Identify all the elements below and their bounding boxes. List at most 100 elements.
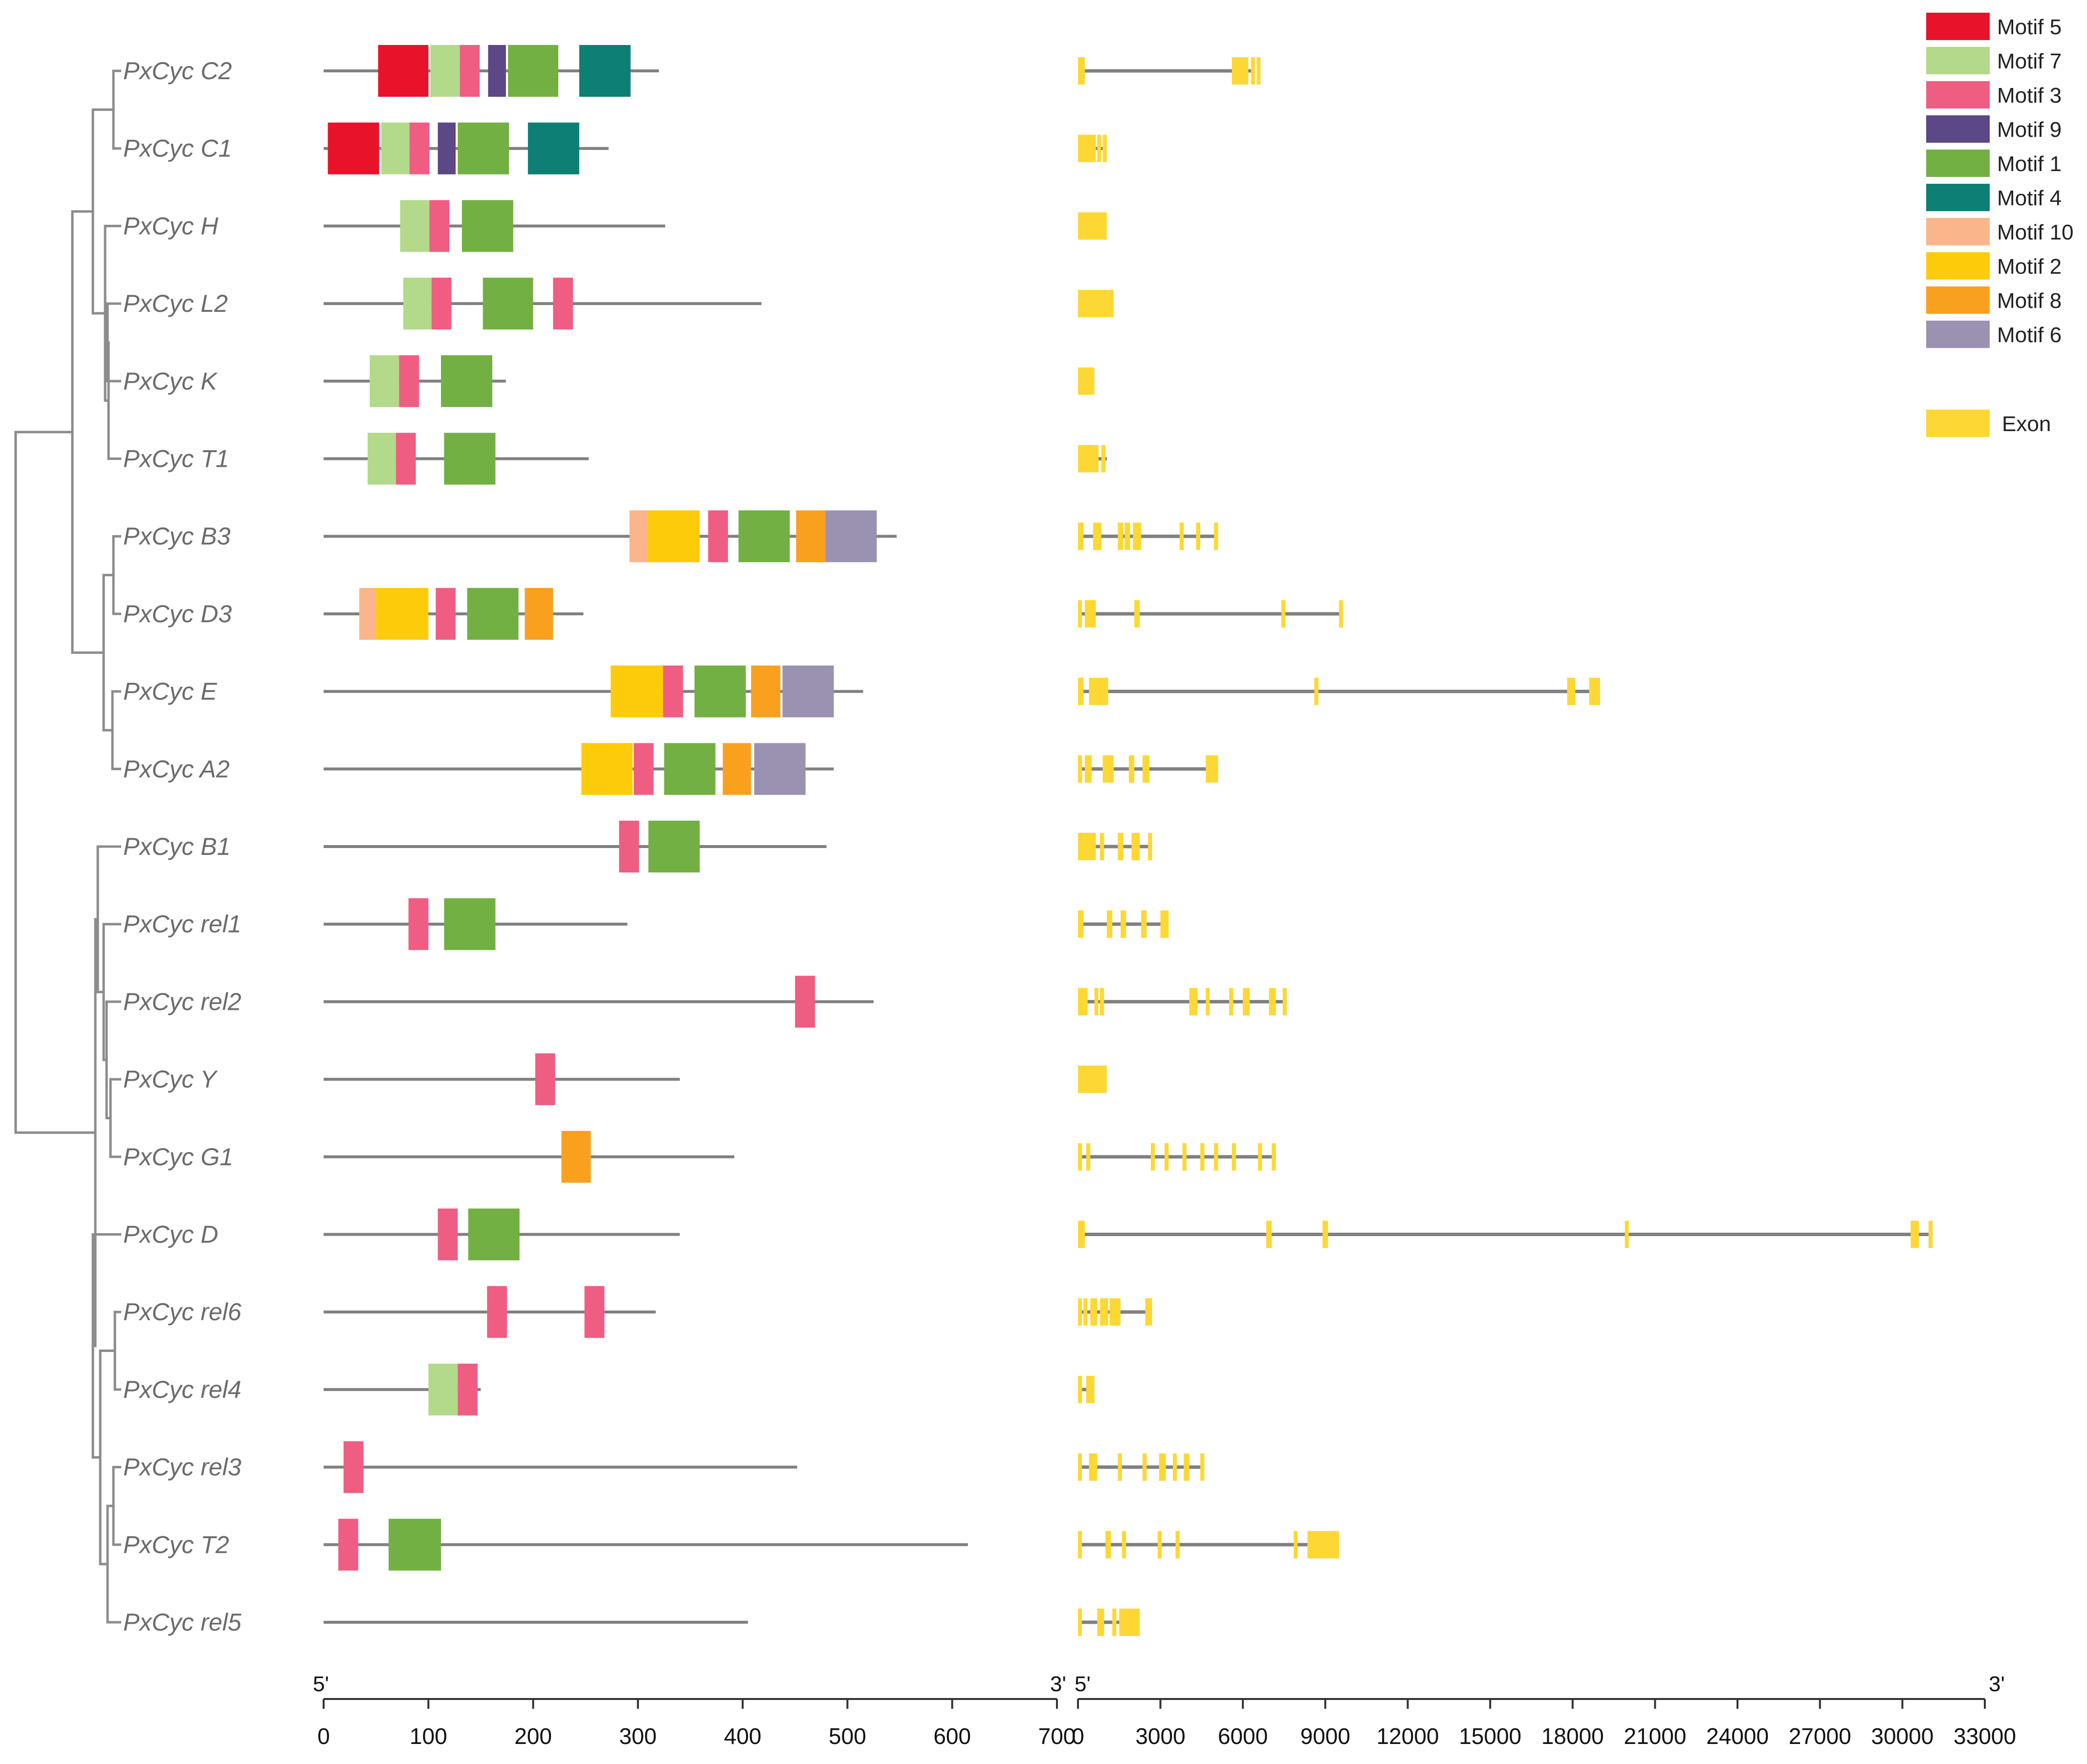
- exon-box: [1118, 833, 1123, 860]
- tree-clade-lkt: [107, 341, 121, 460]
- motif-box: [328, 122, 379, 174]
- exon-box: [1625, 1220, 1629, 1248]
- tree-root: [14, 431, 95, 1134]
- tree-clade-b1: [96, 845, 121, 994]
- tree-clade-c: [112, 69, 121, 150]
- exon-box: [1086, 1375, 1095, 1403]
- exon-box: [1281, 600, 1286, 628]
- gene-label: PxCyc T2: [123, 1531, 229, 1558]
- motif-axis-end-label: 3': [1050, 1672, 1066, 1696]
- exon-box: [1086, 1143, 1091, 1171]
- legend-label: Motif 3: [1997, 84, 2062, 108]
- motif-box: [483, 278, 533, 330]
- exon-box: [1172, 1453, 1177, 1481]
- legend-swatch: [1926, 13, 1990, 40]
- legend-exon-swatch: [1926, 410, 1990, 437]
- exon-box: [1093, 523, 1101, 550]
- exon-box: [1142, 755, 1150, 783]
- motif-row: [324, 278, 762, 330]
- exon-box: [1214, 523, 1218, 550]
- axis-tick-label: 0: [317, 1723, 330, 1749]
- gene-axis-ticks: 0 3000 6000 9000 12000 15000 18000 21000 24000 27…: [1072, 1699, 2016, 1749]
- exon-box: [1119, 1609, 1140, 1636]
- exon-box: [1078, 1609, 1082, 1636]
- exon-box: [1089, 1453, 1098, 1481]
- exon-box: [1182, 1143, 1187, 1171]
- legend-swatch: [1926, 184, 1990, 211]
- exon-box: [1097, 1609, 1104, 1636]
- exon-box: [1307, 1531, 1340, 1559]
- exon-box: [1120, 910, 1126, 938]
- motif-row: [324, 1053, 680, 1106]
- motif-row: [324, 433, 589, 485]
- exon-box: [1142, 1453, 1147, 1481]
- motif-box: [378, 45, 429, 97]
- axis-tick-label: 6000: [1218, 1723, 1268, 1749]
- tree-clade-rel2: [105, 1000, 121, 1119]
- gene-structure-row: [1078, 1375, 1095, 1403]
- exon-box: [1078, 1453, 1082, 1481]
- motif-box: [408, 898, 429, 950]
- gene-structure-row: [1078, 1531, 1340, 1559]
- axis-tick-label: 200: [514, 1723, 552, 1749]
- exon-box: [1078, 134, 1096, 162]
- axis-tick-label: 33000: [1954, 1723, 2016, 1749]
- gene-structure-row: [1078, 445, 1107, 473]
- exon-box: [1078, 1220, 1085, 1248]
- exon-box: [1282, 988, 1287, 1016]
- gene-label: PxCyc rel6: [123, 1298, 242, 1326]
- exon-box: [1078, 1066, 1107, 1093]
- tree-clade-rel6-rel4: [113, 1310, 121, 1391]
- exon-box: [1200, 1453, 1205, 1481]
- exon-box: [1118, 523, 1123, 550]
- motif-row: [324, 1441, 797, 1493]
- motif-box: [458, 122, 509, 174]
- motif-box: [648, 821, 700, 872]
- motif-box: [400, 200, 430, 252]
- motif-panel: [324, 45, 968, 1624]
- motif-row: [324, 976, 874, 1028]
- motif-box: [487, 1286, 507, 1338]
- axis-tick-label: 27000: [1789, 1723, 1851, 1749]
- gene-structure-row: [1078, 988, 1287, 1016]
- motif-box: [468, 1208, 520, 1261]
- exon-box: [1164, 1143, 1169, 1171]
- exon-box: [1175, 1531, 1180, 1559]
- axis-tick-label: 21000: [1624, 1723, 1686, 1749]
- gene-label: PxCyc rel1: [123, 911, 242, 938]
- motif-box: [370, 355, 399, 407]
- motif-box: [409, 122, 430, 174]
- gene-label: PxCyc C2: [123, 57, 232, 85]
- gene-structure-row: [1078, 1298, 1152, 1326]
- axis-tick-label: 700: [1038, 1723, 1076, 1749]
- motif-box: [381, 122, 410, 174]
- motif-axis: 5' 3' 0 100 200 300 400 500 600 700: [313, 1672, 1076, 1749]
- legend-label: Motif 5: [1997, 15, 2062, 39]
- motif-box: [388, 1519, 441, 1571]
- legend-label: Motif 2: [1997, 255, 2062, 279]
- legend-label: Motif 7: [1997, 49, 2062, 73]
- tree-clade-rel3-t2: [112, 1466, 121, 1546]
- exon-box: [1133, 523, 1142, 550]
- gene-label: PxCyc K: [123, 368, 218, 395]
- motif-axis-start-label: 5': [313, 1672, 329, 1696]
- axis-tick-label: 100: [410, 1723, 447, 1749]
- tree-clade-d: [91, 1233, 121, 1459]
- exon-box: [1118, 1453, 1122, 1481]
- exon-box: [1322, 1220, 1328, 1248]
- axis-tick-label: 0: [1072, 1723, 1084, 1749]
- gene-label: PxCyc Y: [123, 1066, 218, 1093]
- axis-tick-label: 18000: [1541, 1723, 1604, 1749]
- exon-box: [1078, 445, 1099, 473]
- motif-box: [694, 665, 746, 718]
- gene-structure-row: [1078, 600, 1343, 628]
- motif-box: [723, 743, 751, 795]
- motif-box: [663, 665, 683, 718]
- gene-structure-row: [1078, 677, 1601, 705]
- exon-box: [1078, 677, 1084, 705]
- motif-box: [535, 1053, 555, 1106]
- exon-box: [1102, 134, 1107, 162]
- gene-structure-row: [1078, 833, 1152, 860]
- motif-box: [467, 588, 519, 640]
- exon-box: [1109, 1298, 1121, 1326]
